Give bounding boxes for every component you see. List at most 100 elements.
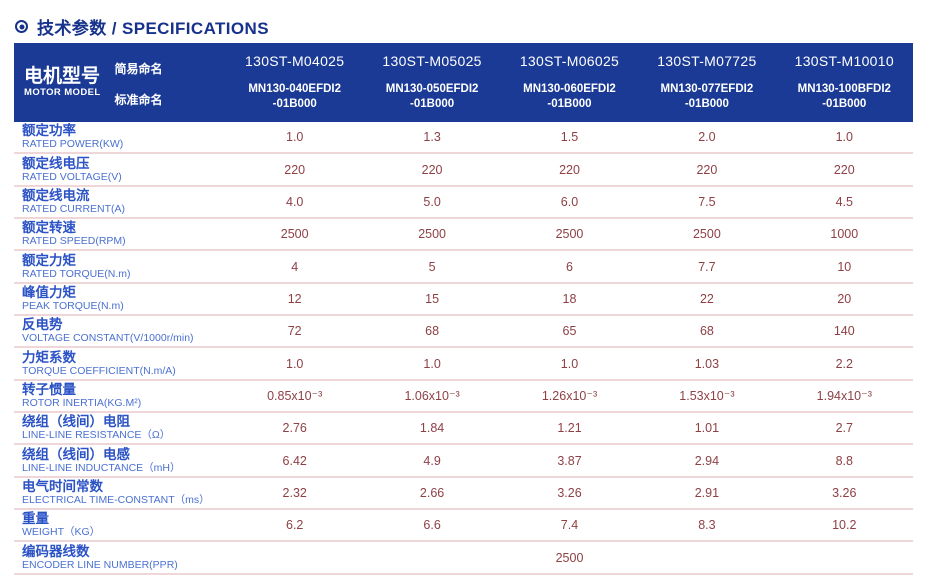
cell-value: 220 [696,162,718,177]
cell-value: 0.85x10⁻³ [267,389,323,404]
column-header-130ST-M04025: 130ST-M04025 MN130-040EFDI2 -01B000 [226,43,363,122]
cell-value: 4.0 [286,194,304,209]
row-label-cn: 峰值力矩 [22,285,76,301]
cell-value: 2.76 [282,421,307,436]
cell-value: 68 [425,324,440,339]
row-label-cn: 编码器线数 [22,543,90,559]
table-body: 额定功率 RATED POWER(KW) 1.0 1.3 1.5 2.0 1.0 额定线电压 R… [14,122,913,575]
cell-value: 2.0 [698,130,716,145]
cell-value: 2.91 [694,485,720,500]
row-label: 力矩系数 TORQUE COEFFICIENT(N.m/A) [14,350,226,378]
row-label: 重量 WEIGHT（KG） [14,511,226,539]
row-label: 额定力矩 RATED TORQUE(N.m) [14,253,226,281]
cell-value: 2.7 [835,421,853,436]
model-simple-name: 130ST-M04025 [245,52,345,69]
cell-value: 4.9 [423,453,441,468]
row-label-cn: 电气时间常数 [22,479,103,495]
cell-value: 1.21 [557,421,582,436]
row-label: 编码器线数 ENCODER LINE NUMBER(PPR) [14,544,226,572]
motor-model-label-cn: 电机型号 [24,66,101,88]
cell-value: 1.84 [419,421,445,436]
table-row: 反电势 VOLTAGE CONSTANT(V/1000r/min) 72 68 65 68… [14,316,913,349]
row-label-cn: 额定线电压 [22,155,90,171]
cell-value: 8.3 [698,518,716,533]
row-label-en: RATED POWER(KW) [22,138,124,151]
row-label: 绕组（线间）电阻 LINE-LINE RESISTANCE（Ω） [14,414,226,442]
row-label-en: WEIGHT（KG） [22,526,101,539]
table-row: 电气时间常数 ELECTRICAL TIME-CONSTANT（ms） 2.32 2.… [14,477,913,511]
page-title: 技术参数 / SPECIFICATIONS [0,0,932,43]
row-label-cn: 额定力矩 [22,252,76,268]
row-label: 额定线电流 RATED CURRENT(A) [14,188,226,216]
table-row: 重量 WEIGHT（KG） 6.2 6.6 7.4 8.3 10.2 [14,510,913,543]
cell-value: 12 [287,291,302,306]
cell-value: 1.94x10⁻³ [816,389,872,404]
row-label-cn: 力矩系数 [22,349,76,365]
cell-value: 6.2 [286,518,304,533]
table-header: 电机型号 MOTOR MODEL 简易命名 标准命名 130ST-M04025 M… [14,43,913,122]
cell-value: 1.26x10⁻³ [541,389,598,404]
row-label-en: LINE-LINE INDUCTANCE（mH） [22,461,181,474]
model-simple-name: 130ST-M05025 [382,52,482,69]
cell-value: 2.94 [694,453,720,468]
table-row: 绕组（线间）电阻 LINE-LINE RESISTANCE（Ω） 2.76 1.84 1… [14,413,913,446]
table-row: 编码器线数 ENCODER LINE NUMBER(PPR) 2500 [14,542,913,575]
row-label-en: ELECTRICAL TIME-CONSTANT（ms） [22,494,210,507]
cell-value: 220 [833,162,855,177]
row-label-en: RATED TORQUE(N.m) [22,267,131,280]
row-label: 反电势 VOLTAGE CONSTANT(V/1000r/min) [14,317,226,345]
row-label-cn: 反电势 [22,317,63,333]
row-label: 转子惯量 ROTOR INERTIA(KG.M²) [14,382,226,410]
column-header-130ST-M05025: 130ST-M05025 MN130-050EFDI2 -01B000 [363,43,500,122]
cell-value: 6 [566,259,573,274]
row-label: 电气时间常数 ELECTRICAL TIME-CONSTANT（ms） [14,479,226,507]
cell-value: 1.03 [694,356,720,371]
row-label-en: RATED SPEED(RPM) [22,235,126,248]
row-label: 绕组（线间）电感 LINE-LINE INDUCTANCE（mH） [14,447,226,475]
table-row: 转子惯量 ROTOR INERTIA(KG.M²) 0.85x10⁻³ 1.06x10… [14,380,913,414]
row-label: 额定功率 RATED POWER(KW) [14,123,226,151]
cell-value: 2500 [280,227,309,242]
cell-value: 1.5 [560,130,579,145]
row-label-en: LINE-LINE RESISTANCE（Ω） [22,429,171,442]
cell-value: 18 [562,291,577,306]
naming-labels: 简易命名 标准命名 [101,43,226,122]
spec-table: 电机型号 MOTOR MODEL 简易命名 标准命名 130ST-M04025 M… [14,43,913,575]
cell-value: 22 [699,291,714,306]
motor-model-header-cell: 电机型号 MOTOR MODEL 简易命名 标准命名 [14,43,226,122]
model-simple-name: 130ST-M06025 [519,52,620,69]
row-label-cn: 转子惯量 [22,382,76,398]
column-header-130ST-M07725: 130ST-M07725 MN130-077EFDI2 -01B000 [638,43,775,122]
cell-value: 15 [425,291,440,306]
model-simple-name: 130ST-M10010 [794,52,894,69]
table-row: 峰值力矩 PEAK TORQUE(N.m) 12 15 18 22 20 [14,283,913,317]
cell-value: 4 [291,259,299,274]
page-title-text: 技术参数 / SPECIFICATIONS [37,19,269,38]
model-standard-name: MN130-050EFDI2 -01B000 [385,83,479,110]
column-header-130ST-M06025: 130ST-M06025 MN130-060EFDI2 -01B000 [501,43,638,122]
motor-model-title: 电机型号 MOTOR MODEL [24,43,101,122]
cell-value: 2500 [555,227,584,242]
cell-value: 2500 [418,227,446,242]
cell-value: 6.6 [423,518,441,533]
model-standard-name: MN130-060EFDI2 -01B000 [523,83,616,110]
cell-value: 8.8 [835,453,853,468]
cell-value: 7.7 [698,259,716,274]
cell-value: 5.0 [423,194,441,209]
cell-value: 1.01 [694,421,720,436]
cell-value: 2.2 [835,356,853,371]
row-label-cn: 额定功率 [22,123,76,139]
cell-value: 7.4 [560,518,579,533]
row-label-en: PEAK TORQUE(N.m) [22,299,124,312]
cell-value: 1.3 [423,130,441,145]
row-label: 额定线电压 RATED VOLTAGE(V) [14,156,226,184]
row-label-cn: 绕组（线间）电阻 [22,414,130,430]
cell-value: 1.53x10⁻³ [679,389,735,404]
row-label-en: TORQUE COEFFICIENT(N.m/A) [22,364,176,377]
cell-value: 2.66 [419,485,445,500]
cell-value: 1.0 [286,356,304,371]
cell-value: 3.26 [832,485,857,500]
cell-value: 2500 [555,550,584,565]
cell-value: 72 [287,324,302,339]
